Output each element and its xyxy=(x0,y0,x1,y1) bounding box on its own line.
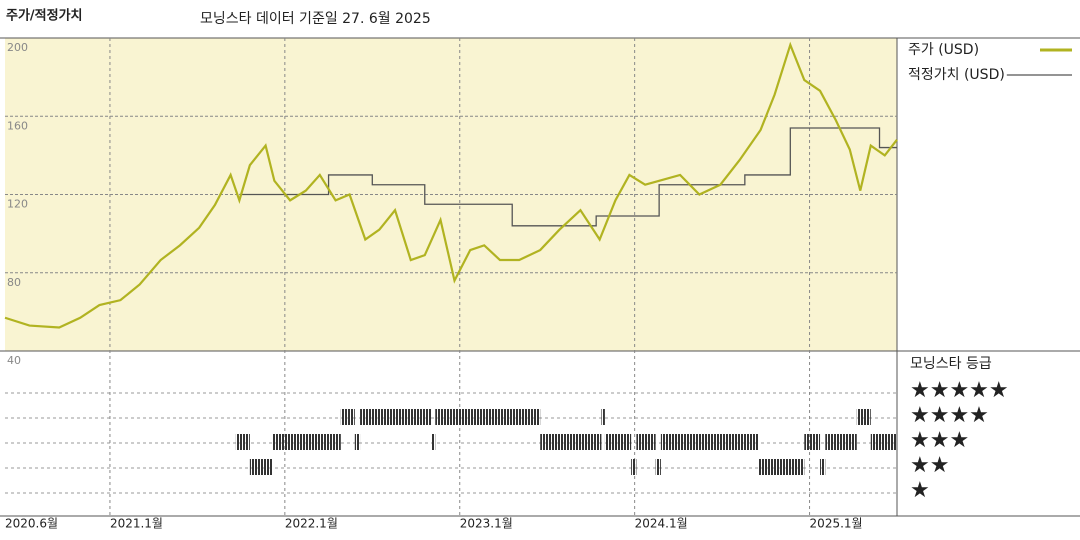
rating-bar xyxy=(758,459,805,475)
rating-bar xyxy=(825,434,857,450)
legend-label: 주가 (USD) xyxy=(908,42,979,58)
rating-title: 모닝스타 등급 xyxy=(910,356,992,372)
rating-bar xyxy=(431,434,436,450)
rating-bar xyxy=(360,409,432,425)
rating-bar xyxy=(636,434,656,450)
y-tick-label: 120 xyxy=(7,198,28,211)
rating-bar xyxy=(870,434,897,450)
rating-bar xyxy=(660,434,759,450)
rating-bar xyxy=(804,434,821,450)
rating-bar xyxy=(631,459,637,475)
rating-bar xyxy=(235,434,250,450)
rating-bar xyxy=(540,434,602,450)
series-line xyxy=(4,41,898,329)
rating-bar xyxy=(856,409,871,425)
y-tick-label: 160 xyxy=(7,119,28,132)
x-tick-label: 2024.1월 xyxy=(635,517,688,531)
x-tick-label: 2020.6월 xyxy=(5,517,58,531)
y-tick-label: 200 xyxy=(7,41,28,54)
x-tick-label: 2021.1월 xyxy=(110,517,163,531)
rating-bar xyxy=(340,409,355,425)
rating-label: ★★★★★ xyxy=(910,378,1009,403)
chart-title: 주가/적정가치 xyxy=(6,8,83,24)
series-line xyxy=(239,127,897,227)
rating-bar xyxy=(435,409,541,425)
rating-bar xyxy=(601,409,605,425)
y-tick-label: 80 xyxy=(7,276,21,289)
rating-label: ★★★ xyxy=(910,428,969,453)
rating-bar xyxy=(820,459,826,475)
rating-bar xyxy=(249,459,273,475)
x-tick-label: 2022.1월 xyxy=(285,517,338,531)
rating-label: ★★★★ xyxy=(910,403,989,428)
rating-label: ★★ xyxy=(910,453,949,478)
x-tick-label: 2025.1월 xyxy=(810,517,863,531)
rating-bar xyxy=(272,434,341,450)
y-tick-label: 40 xyxy=(7,354,21,367)
rating-bar xyxy=(655,459,661,475)
chart-subtitle: 모닝스타 데이터 기준일 27. 6월 2025 xyxy=(200,11,431,27)
rating-bar xyxy=(354,434,361,450)
x-tick-label: 2023.1월 xyxy=(460,517,513,531)
rating-label: ★ xyxy=(910,478,930,503)
legend-label: 적정가치 (USD) xyxy=(908,67,1005,83)
rating-bar xyxy=(604,434,632,450)
